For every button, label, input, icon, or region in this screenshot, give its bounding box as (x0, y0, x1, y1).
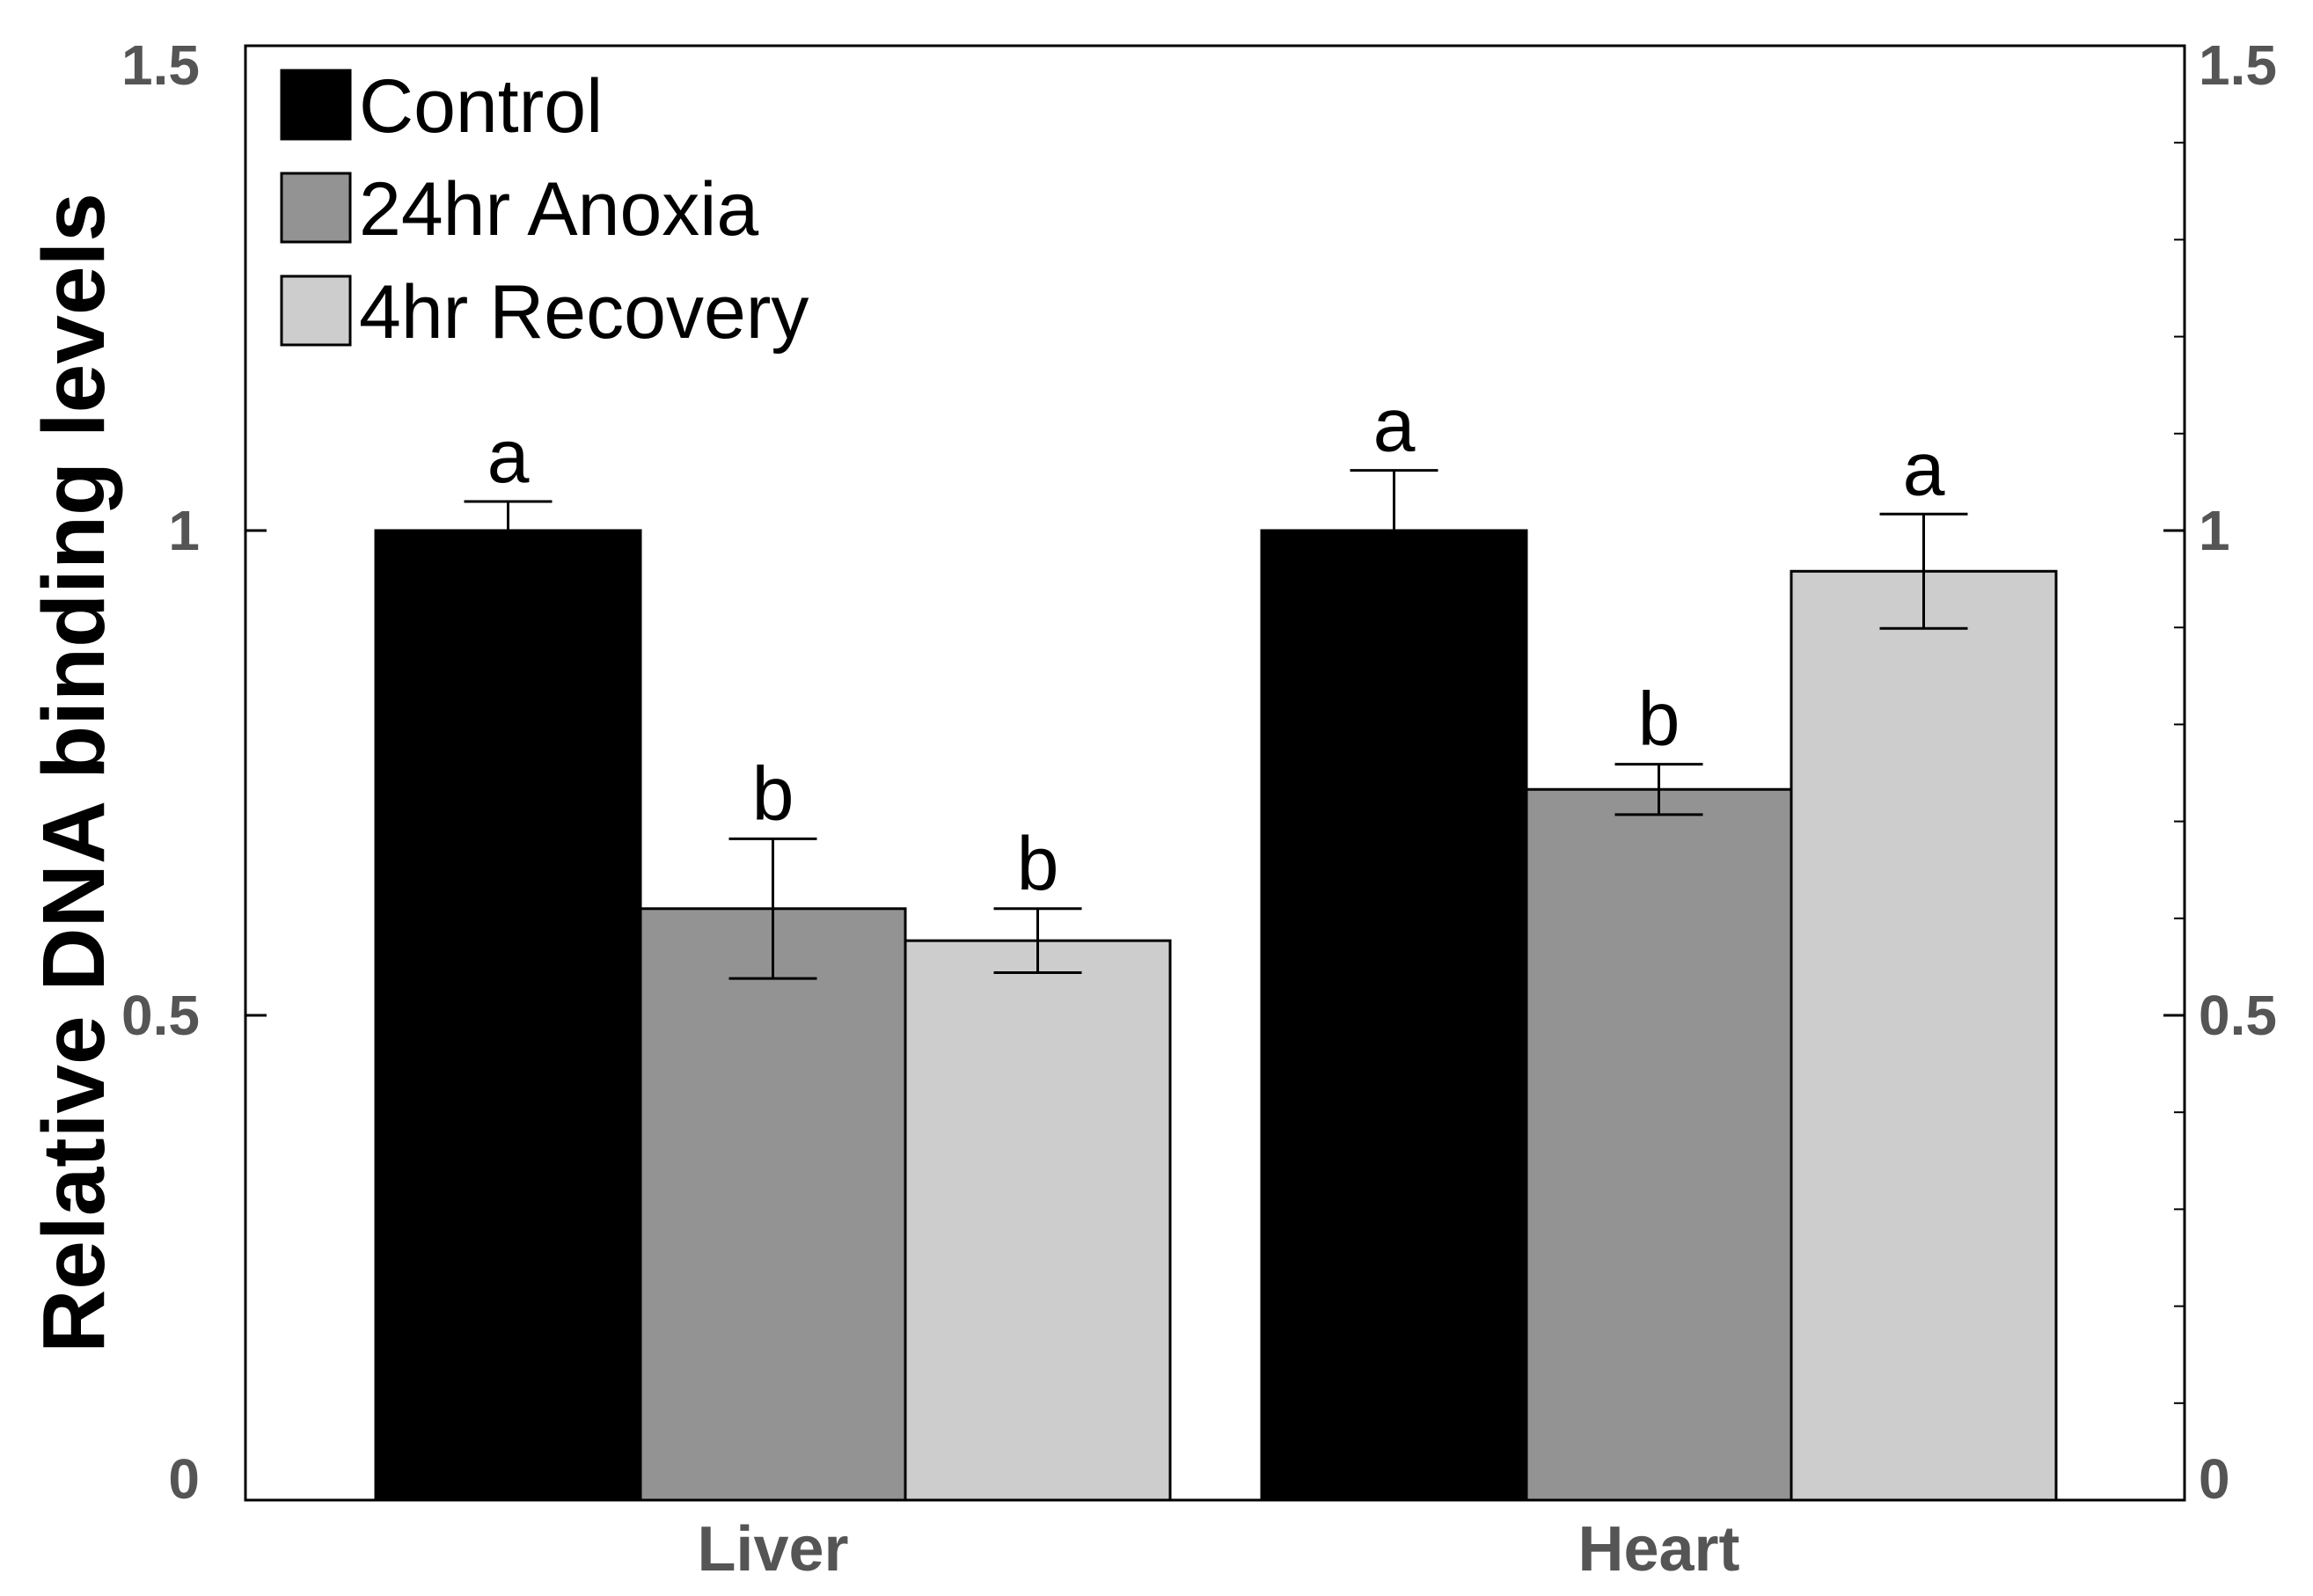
error-bars (464, 469, 1968, 980)
significance-labels: a b b a b a (487, 384, 1945, 906)
y-tick-label-right: 1.5 (2199, 33, 2277, 97)
legend-label-3: 4hr Recovery (359, 270, 809, 355)
legend-swatch-1 (280, 69, 352, 141)
bar-heart-1 (1260, 529, 1528, 1502)
y-tick-label-right: 0.5 (2199, 984, 2277, 1047)
x-category-label-heart: Heart (1577, 1514, 1739, 1585)
y-tick-label-left: 1.5 (121, 33, 200, 97)
bar-heart-3 (1790, 569, 2058, 1502)
plot-border (244, 44, 2186, 1502)
y-tick-label-left: 0.5 (121, 984, 200, 1047)
x-category-label-liver: Liver (697, 1514, 848, 1585)
bar-liver-1 (374, 529, 642, 1502)
y-tick-label-left: 1 (168, 499, 200, 562)
legend-swatch-3 (280, 275, 352, 347)
plot-frame (244, 44, 2186, 1502)
bar-liver-2 (639, 907, 907, 1502)
legend-swatch-2 (280, 172, 352, 244)
significance-label: a (1903, 427, 1945, 511)
significance-label: b (1638, 677, 1680, 762)
bars (374, 529, 2058, 1502)
y-axis-label: Relative DNA binding levels (25, 193, 123, 1353)
legend-label-1: Control (359, 64, 603, 149)
y-tick-label-right: 0 (2199, 1447, 2230, 1511)
axes: 0 0 0.5 0.5 1 1 1.5 1.5 Liver Heart (121, 33, 2277, 1585)
significance-label: b (752, 751, 794, 836)
y-tick-label-left: 0 (168, 1447, 200, 1511)
bar-heart-2 (1525, 787, 1793, 1502)
significance-label: b (1017, 822, 1059, 906)
legend-label-2: 24hr Anoxia (359, 167, 758, 252)
bar-liver-3 (904, 939, 1172, 1502)
y-tick-label-right: 1 (2199, 499, 2230, 562)
significance-label: a (1373, 384, 1416, 468)
significance-label: a (487, 414, 530, 499)
legend: Control 24hr Anoxia 4hr Recovery (280, 64, 809, 355)
